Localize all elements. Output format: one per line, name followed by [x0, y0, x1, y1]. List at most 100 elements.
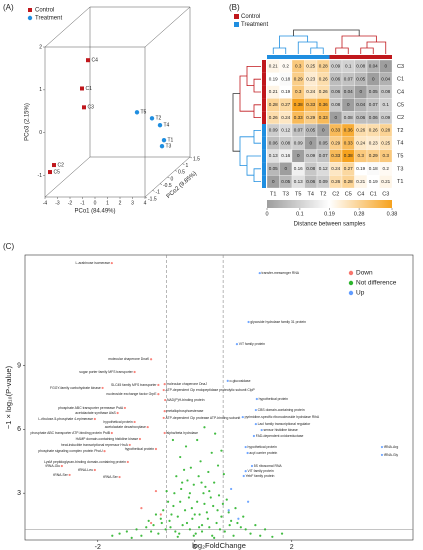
point — [161, 137, 167, 143]
point — [150, 530, 153, 533]
x-tick-label: 3 — [131, 200, 134, 206]
point — [86, 58, 90, 63]
point — [168, 519, 171, 522]
point-label: hypothetical protein — [247, 445, 277, 449]
cell-label: 0.33 — [331, 128, 340, 133]
cell-label: 0.24 — [306, 89, 315, 94]
y-tick — [159, 183, 163, 185]
point — [140, 534, 143, 537]
point — [200, 524, 204, 527]
point — [196, 500, 199, 503]
point — [258, 271, 261, 275]
colorbar-tick-label: 0.28 — [354, 211, 365, 217]
point — [175, 475, 178, 478]
point-label: heat-inducible transcriptional repressor… — [61, 443, 129, 447]
cell-label: 0.33 — [306, 102, 315, 107]
panel-title: (C) — [3, 242, 14, 251]
cell-label: 0.21 — [356, 179, 365, 184]
point — [206, 517, 209, 520]
cell-label: 0.09 — [319, 179, 328, 184]
cell-label: 0.13 — [269, 153, 278, 158]
point — [138, 437, 142, 441]
y-tick-label: -0.5 — [163, 183, 172, 189]
point — [194, 532, 197, 535]
point-label: molecular chaperone DnaK — [108, 357, 150, 361]
x-tick-label: 4 — [144, 200, 147, 206]
cell-label: 0.28 — [269, 102, 278, 107]
row-label: C1 — [397, 77, 404, 83]
y-tick-label: 1.5 — [193, 156, 200, 162]
point — [218, 528, 222, 531]
point — [260, 428, 263, 432]
point — [157, 383, 160, 387]
legend-label: Treatment — [35, 16, 62, 22]
cell-label: 0.08 — [306, 166, 315, 171]
point — [163, 410, 166, 413]
cell-label: 0.05 — [319, 140, 328, 145]
point — [227, 509, 230, 512]
cell-label: 0.1 — [383, 102, 390, 107]
point-label: tRNA-Arg — [384, 445, 399, 449]
x-tick-label: -3 — [55, 200, 60, 206]
column-group-bar — [379, 55, 392, 59]
point-label: C1 — [86, 86, 93, 92]
point — [239, 526, 242, 529]
y-tick-label: 9 — [17, 362, 21, 369]
point — [118, 475, 121, 479]
y-tick-label: 0 — [171, 176, 174, 182]
row-label: T3 — [397, 166, 403, 172]
point — [198, 526, 201, 529]
cell-label: 0.36 — [319, 102, 328, 107]
colorbar-tick-label: 0.1 — [296, 211, 304, 217]
point — [180, 487, 183, 491]
legend-label: Control — [241, 14, 260, 20]
cell-label: 0.08 — [331, 102, 340, 107]
cell-label: 0.28 — [344, 179, 353, 184]
y-tick — [167, 176, 170, 179]
point — [163, 431, 166, 435]
cell-label: 0.27 — [281, 102, 290, 107]
point-label: T4 — [164, 122, 170, 128]
cell-label: 0.09 — [269, 128, 278, 133]
point-label: LysM peptidoglycan-binding domain-contai… — [44, 460, 126, 464]
x-tick-label: -2 — [68, 200, 73, 206]
y-tick-label: -1.5 — [148, 196, 157, 202]
point-label: LacI family transcriptional regulator — [258, 422, 311, 426]
point — [159, 517, 162, 520]
point — [154, 513, 158, 516]
cell-label: 0 — [359, 89, 362, 94]
point-label: L-ribulose-5-phosphate 4-epimerase — [38, 417, 93, 421]
cell-label: 0.09 — [306, 153, 315, 158]
point — [223, 530, 226, 533]
point — [118, 532, 121, 535]
cell-label: 0.07 — [369, 102, 378, 107]
cell-label: 0.2 — [283, 64, 290, 69]
row-group-bar — [262, 124, 266, 137]
row-label: C4 — [397, 89, 404, 95]
point — [214, 432, 217, 435]
cell-label: 0.21 — [381, 179, 390, 184]
point-label: VIT family protein — [247, 469, 273, 473]
point — [93, 468, 96, 472]
cell-label: 0.24 — [331, 166, 340, 171]
point — [203, 502, 206, 505]
x-axis-label: PCo1 (84.49%) — [74, 209, 115, 215]
point — [176, 515, 179, 518]
column-label: C3 — [382, 191, 389, 197]
point — [181, 524, 184, 527]
cell-label: 0.06 — [356, 115, 365, 120]
point — [198, 513, 201, 516]
point — [176, 535, 179, 538]
cell-label: 0.19 — [281, 89, 290, 94]
point — [135, 528, 138, 531]
column-group-bar — [354, 55, 367, 59]
cell-label: 0.38 — [344, 153, 353, 158]
plot-frame — [24, 254, 414, 541]
cell-label: 0.38 — [294, 102, 303, 107]
point-label: hypothetical protein — [259, 397, 289, 401]
point — [160, 521, 163, 525]
cell-label: 0.09 — [381, 115, 390, 120]
dendrogram — [293, 29, 360, 36]
point-label: acyl carrier protein — [249, 451, 277, 455]
